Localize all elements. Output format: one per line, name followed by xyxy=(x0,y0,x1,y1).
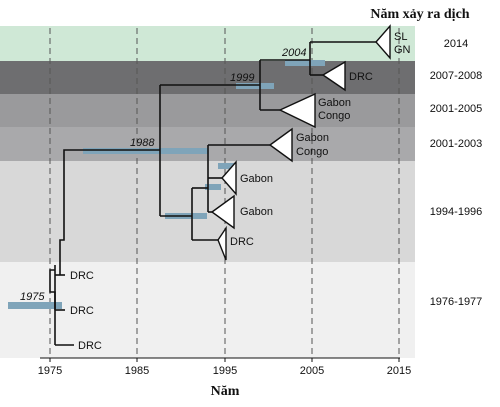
clade-drc-1995 xyxy=(217,225,227,261)
band-1976-1977 xyxy=(0,262,415,358)
clade-gabon-b xyxy=(210,194,235,230)
band-2001-2005 xyxy=(0,94,415,127)
clade-label-gabon-a: Gabon xyxy=(240,173,273,185)
ci-bar-1975 xyxy=(8,302,62,309)
x-axis-tick-labels: 1975 1985 1995 2005 2015 xyxy=(38,365,411,377)
band-label-2001-2003: 2001-2003 xyxy=(430,138,483,150)
x-axis-ticks xyxy=(49,358,400,362)
clade-label-drc-1977a: DRC xyxy=(70,270,94,282)
clade-gabon-a xyxy=(221,160,237,196)
outbreak-year-title: Năm xảy ra dịch xyxy=(370,7,469,22)
year-gridlines xyxy=(49,28,400,360)
tick-label-2015: 2015 xyxy=(387,365,411,377)
x-axis: 1975 1985 1995 2005 2015 Năm xyxy=(38,357,411,399)
clade-label-drc-1976: DRC xyxy=(78,340,102,352)
band-label-1976-1977: 1976-1977 xyxy=(430,296,483,308)
clade-label-congo-2001: Congo xyxy=(318,110,350,122)
ci-bar-2004 xyxy=(285,60,325,66)
band-label-2007-2008: 2007-2008 xyxy=(430,70,483,82)
clade-sl-gn xyxy=(375,24,391,60)
node-labels: 2004 1999 1988 1975 xyxy=(20,47,306,303)
clade-triangles xyxy=(210,24,391,261)
node-label-1975: 1975 xyxy=(20,291,45,303)
tick-label-2005: 2005 xyxy=(300,365,324,377)
clade-label-congo-2003: Congo xyxy=(296,146,328,158)
tree-branches xyxy=(49,41,376,346)
band-labels: 2014 2007-2008 2001-2005 2001-2003 1994-… xyxy=(430,38,483,308)
node-label-2004: 2004 xyxy=(281,47,306,59)
tick-label-1985: 1985 xyxy=(125,365,149,377)
ci-bar-gabon-mid xyxy=(205,184,221,190)
tick-label-1975: 1975 xyxy=(38,365,62,377)
ci-bar-1999 xyxy=(236,83,274,89)
band-2014 xyxy=(0,26,415,61)
band-2007-2008 xyxy=(0,61,415,94)
clade-label-sl: SL xyxy=(394,31,407,43)
ci-bar-1988 xyxy=(83,148,208,154)
clade-label-gabon-2001: Gabon xyxy=(318,97,351,109)
x-axis-label: Năm xyxy=(211,384,240,399)
clade-label-gabon-2003: Gabon xyxy=(296,132,329,144)
clade-label-drc-1977b: DRC xyxy=(70,305,94,317)
ci-bar-gabon-top xyxy=(218,163,236,169)
clade-label-gn: GN xyxy=(394,44,411,56)
node-label-1999: 1999 xyxy=(230,72,254,84)
clade-gabon-congo-2003 xyxy=(268,127,293,163)
branch-to-1988 xyxy=(59,149,160,275)
band-label-1994-1996: 1994-1996 xyxy=(430,206,483,218)
band-label-2014: 2014 xyxy=(444,38,468,50)
clade-drc-2007 xyxy=(321,60,346,92)
tick-label-1995: 1995 xyxy=(213,365,237,377)
clade-labels: SL GN DRC Gabon Congo Gabon Congo Gabon … xyxy=(70,31,411,352)
clade-label-gabon-b: Gabon xyxy=(240,206,273,218)
node-label-1988: 1988 xyxy=(130,137,155,149)
band-label-2001-2005: 2001-2005 xyxy=(430,103,483,115)
clade-label-drc-1995: DRC xyxy=(230,236,254,248)
clade-label-drc-2007: DRC xyxy=(349,71,373,83)
clade-gabon-congo-2001 xyxy=(278,92,316,129)
